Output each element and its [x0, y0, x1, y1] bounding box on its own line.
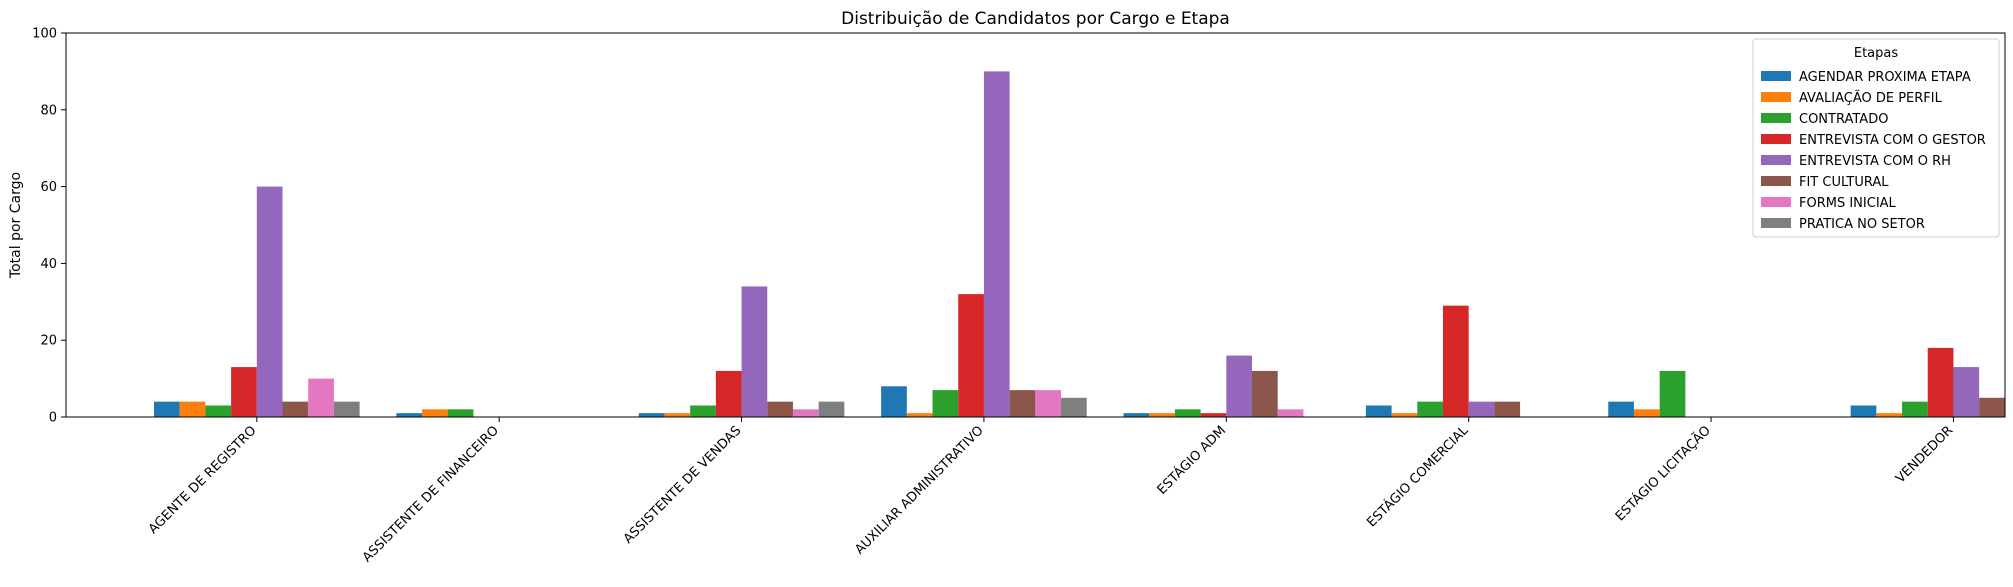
- bar: [256, 186, 283, 417]
- bar: [664, 413, 691, 417]
- bars-group: [154, 71, 2005, 418]
- legend-swatch: [1761, 92, 1791, 102]
- legend-swatch: [1761, 218, 1791, 228]
- legend-label: AGENDAR PROXIMA ETAPA: [1799, 70, 1971, 85]
- x-tick-label: AGENTE DE REGISTRO: [146, 423, 260, 537]
- y-axis-title: Total por Cargo: [8, 172, 24, 279]
- x-tick-label: ASSISTENTE DE VENDAS: [621, 423, 745, 547]
- x-tick-label: VENDEDOR: [1893, 423, 1956, 486]
- legend-swatch: [1761, 71, 1791, 81]
- bar: [792, 409, 819, 417]
- x-tick-label: ESTÁGIO ADM: [1154, 423, 1229, 498]
- legend-label: ENTREVISTA COM O GESTOR: [1799, 133, 1986, 148]
- bar: [1979, 397, 2005, 417]
- y-tick-label: 20: [40, 334, 57, 349]
- bar: [1850, 405, 1877, 417]
- bar: [1633, 409, 1660, 417]
- bar: [881, 386, 907, 417]
- bar: [767, 401, 793, 417]
- bar: [1902, 401, 1928, 417]
- bar: [1365, 405, 1392, 417]
- bar: [1277, 409, 1304, 417]
- legend-swatch: [1761, 155, 1791, 165]
- x-tick-label: ESTÁGIO LICITAÇÃO: [1612, 423, 1714, 525]
- bar: [179, 401, 206, 417]
- bar: [333, 401, 360, 417]
- x-tick-label: ESTÁGIO COMERCIAL: [1364, 422, 1472, 530]
- legend-swatch: [1761, 197, 1791, 207]
- y-axis: 0 20 40 60 80 100: [32, 27, 66, 426]
- bar: [205, 405, 232, 417]
- legend-title: Etapas: [1854, 46, 1898, 61]
- legend-label: FORMS INICIAL: [1799, 196, 1897, 211]
- legend-label: AVALIAÇÃO DE PERFIL: [1799, 90, 1943, 106]
- legend-swatch: [1761, 113, 1791, 123]
- legend-box: [1752, 38, 2000, 238]
- bar: [447, 409, 474, 417]
- bar: [690, 405, 716, 417]
- bar: [1659, 370, 1686, 417]
- bar: [1494, 401, 1521, 417]
- legend: Etapas AGENDAR PROXIMA ETAPA AVALIAÇÃO DE …: [1752, 38, 2000, 238]
- bar: [422, 409, 448, 417]
- chart-title: Distribuição de Candidatos por Cargo e E…: [841, 9, 1230, 29]
- bar: [1417, 401, 1443, 417]
- bar: [1035, 390, 1062, 417]
- bar: [958, 294, 984, 417]
- y-tick-label: 100: [32, 27, 57, 42]
- bar: [983, 71, 1010, 418]
- bar: [282, 401, 309, 417]
- bar: [741, 286, 768, 417]
- bar: [1123, 413, 1150, 417]
- y-tick-label: 60: [40, 180, 57, 195]
- bar: [1442, 305, 1469, 417]
- x-axis: AGENTE DE REGISTRO ASSISTENTE DE FINANCEI…: [146, 417, 1956, 565]
- bar: [1953, 367, 1980, 417]
- bar: [638, 413, 665, 417]
- bar: [1149, 413, 1175, 417]
- plot-frame: [65, 32, 2006, 418]
- bar: [1391, 413, 1418, 417]
- legend-label: ENTREVISTA COM O RH: [1799, 154, 1951, 169]
- legend-label: PRATICA NO SETOR: [1799, 217, 1925, 232]
- bar: [1174, 409, 1201, 417]
- bar: [154, 401, 180, 417]
- legend-label: CONTRATADO: [1799, 112, 1888, 127]
- bar: [1468, 401, 1495, 417]
- bar: [906, 413, 933, 417]
- x-tick-label: ASSISTENTE DE FINANCEIRO: [360, 423, 502, 565]
- bar: [1927, 347, 1954, 417]
- x-tick-label: AUXILIAR ADMINISTRATIVO: [852, 423, 986, 557]
- legend-swatch: [1761, 176, 1791, 186]
- bar: [308, 378, 334, 417]
- bar: [715, 370, 742, 417]
- legend-swatch: [1761, 134, 1791, 144]
- legend-label: FIT CULTURAL: [1799, 175, 1889, 190]
- y-tick-label: 80: [40, 103, 57, 118]
- bar: [1608, 401, 1634, 417]
- bar: [396, 413, 423, 417]
- bar: [231, 367, 257, 417]
- bar: [1061, 397, 1087, 417]
- bar: [1876, 413, 1903, 417]
- bar: [1200, 413, 1227, 417]
- y-tick-label: 0: [49, 411, 57, 426]
- y-tick-label: 40: [40, 257, 57, 272]
- bar: [818, 401, 845, 417]
- bar: [1252, 370, 1278, 417]
- bar: [1009, 390, 1036, 417]
- bar: [1226, 355, 1253, 417]
- bar: [932, 390, 959, 417]
